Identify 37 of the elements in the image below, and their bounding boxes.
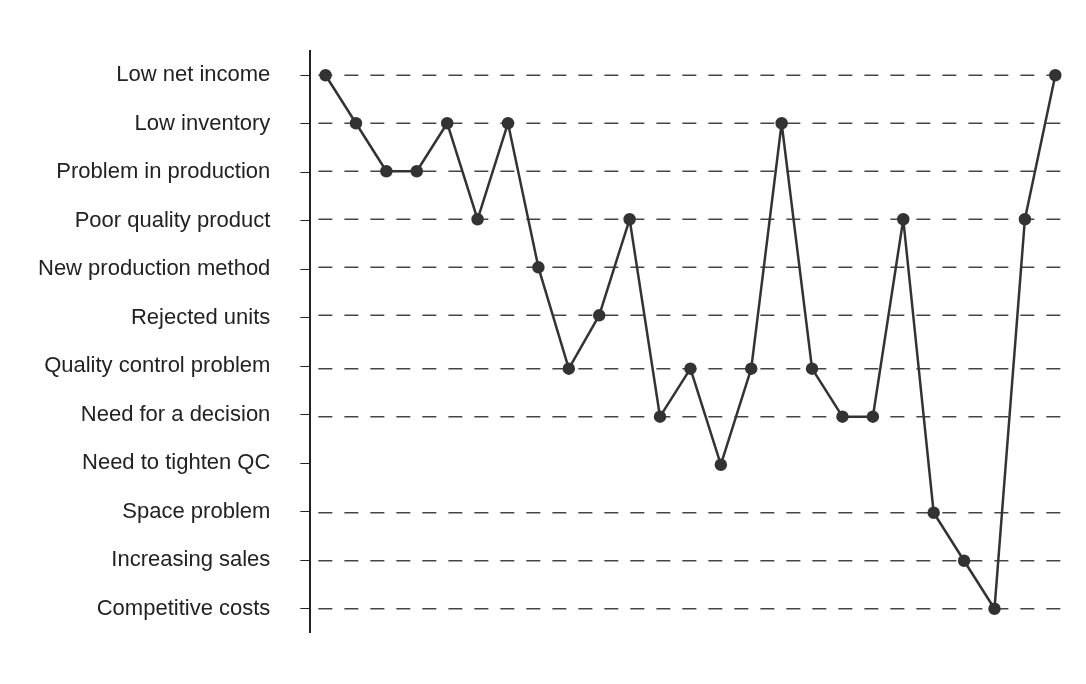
point [440,116,454,130]
point [744,362,758,375]
point [714,458,728,471]
point [866,410,880,423]
point [684,362,697,375]
text: Quality control problem [44,352,271,378]
point [957,554,971,568]
point [501,116,515,130]
text: Low inventory [134,109,271,135]
text: Need to tighten QC [82,449,271,475]
point [380,165,393,178]
point [836,410,849,423]
point [532,261,545,274]
point [623,213,636,226]
text: Need for a decision [80,400,271,426]
text: Competitive costs [96,594,271,620]
point [988,602,1001,616]
point [805,362,819,375]
point [471,213,484,226]
text: Rejected units [130,303,271,329]
point [592,309,606,322]
text: Increasing sales [111,546,271,572]
text: Problem in production [56,158,271,184]
text: Space problem [122,497,271,523]
point [897,213,910,226]
point [562,362,576,375]
point [410,165,424,178]
point [927,506,940,519]
point [319,68,332,82]
text: Poor quality product [74,206,271,232]
point [775,116,788,130]
point [1018,213,1032,226]
point [1049,68,1062,82]
text: New production method [37,255,271,281]
point [653,410,667,423]
point [349,116,363,130]
text: Low net income [116,61,271,87]
